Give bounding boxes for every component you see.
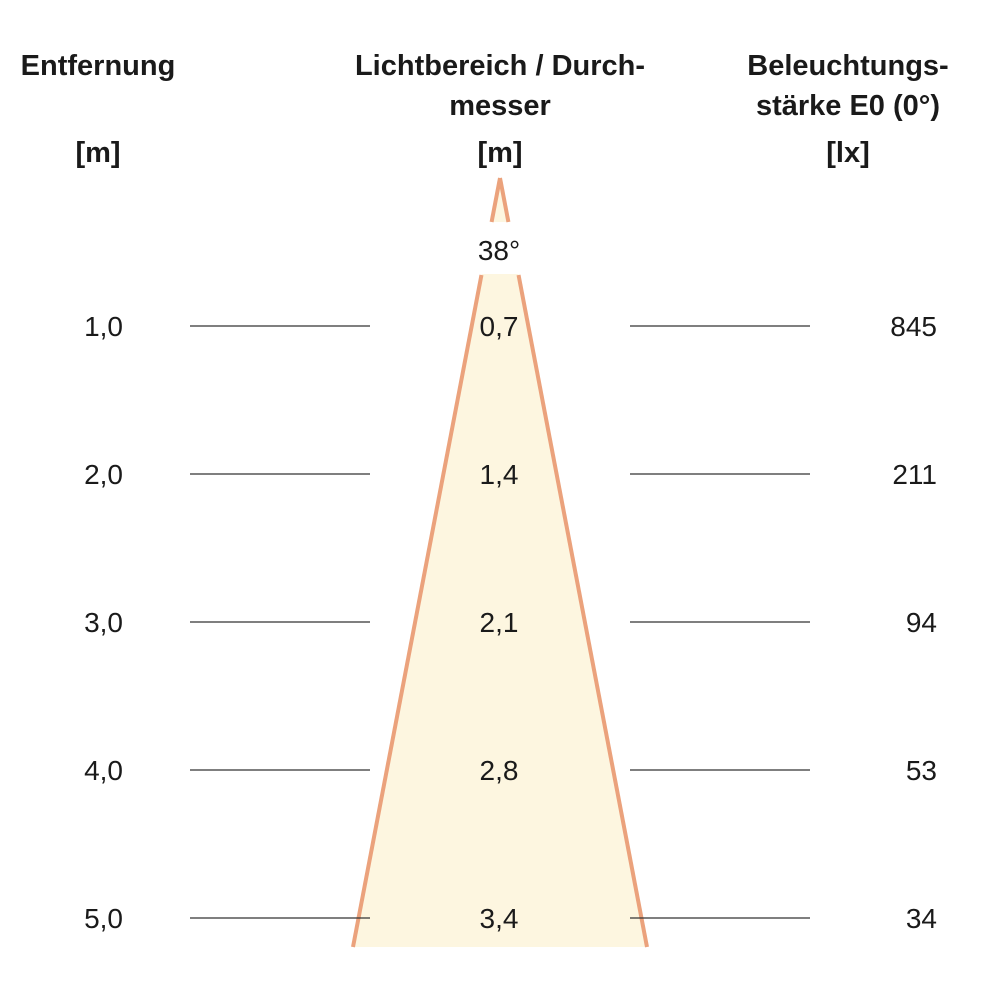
cone-edge-right-tip xyxy=(498,177,511,223)
header-diameter-label-2: messer xyxy=(449,90,551,122)
illuminance-value: 211 xyxy=(892,459,937,490)
table-row: 5,0 3,4 34 xyxy=(84,903,937,934)
table-row: 4,0 2,8 53 xyxy=(84,755,937,786)
header-diameter-unit: [m] xyxy=(477,137,522,169)
header-illuminance-label-2: stärke E0 (0°) xyxy=(756,90,940,122)
distance-value: 5,0 xyxy=(84,903,123,934)
light-cone xyxy=(351,177,649,948)
distance-value: 3,0 xyxy=(84,607,123,638)
beam-angle-label: 38° xyxy=(478,235,520,266)
header-diameter-label-1: Lichtbereich / Durch- xyxy=(355,50,645,82)
table-row: 2,0 1,4 211 xyxy=(84,459,937,490)
distance-value: 4,0 xyxy=(84,755,123,786)
header-distance-label: Entfernung xyxy=(21,50,176,82)
illuminance-value: 34 xyxy=(906,903,937,934)
rows: 1,0 0,7 845 2,0 1,4 211 3,0 2,1 94 4,0 2,8 53 5,0 3,4… xyxy=(84,311,937,934)
angle-gap xyxy=(440,222,560,274)
cone-fill xyxy=(353,178,647,947)
illuminance-value: 53 xyxy=(906,755,937,786)
header-diameter: Lichtbereich / Durch- messer [m] xyxy=(355,50,645,169)
cone-edge-right xyxy=(516,274,649,948)
cone-edge-left xyxy=(351,274,484,948)
distance-value: 2,0 xyxy=(84,459,123,490)
table-row: 1,0 0,7 845 xyxy=(84,311,937,342)
distance-value: 1,0 xyxy=(84,311,123,342)
header-illuminance: Beleuchtungs- stärke E0 (0°) [lx] xyxy=(747,50,948,169)
diameter-value: 2,1 xyxy=(480,607,519,638)
diameter-value: 3,4 xyxy=(480,903,519,934)
header-distance: Entfernung [m] xyxy=(21,50,176,169)
table-row: 3,0 2,1 94 xyxy=(84,607,937,638)
cone-edge-left-tip xyxy=(489,177,502,223)
diameter-value: 2,8 xyxy=(480,755,519,786)
illuminance-value: 845 xyxy=(890,311,937,342)
header-distance-unit: [m] xyxy=(75,137,120,169)
header-illuminance-unit: [lx] xyxy=(826,137,870,169)
diameter-value: 1,4 xyxy=(480,459,519,490)
header-illuminance-label-1: Beleuchtungs- xyxy=(747,50,948,82)
illuminance-value: 94 xyxy=(906,607,937,638)
diameter-value: 0,7 xyxy=(480,311,519,342)
